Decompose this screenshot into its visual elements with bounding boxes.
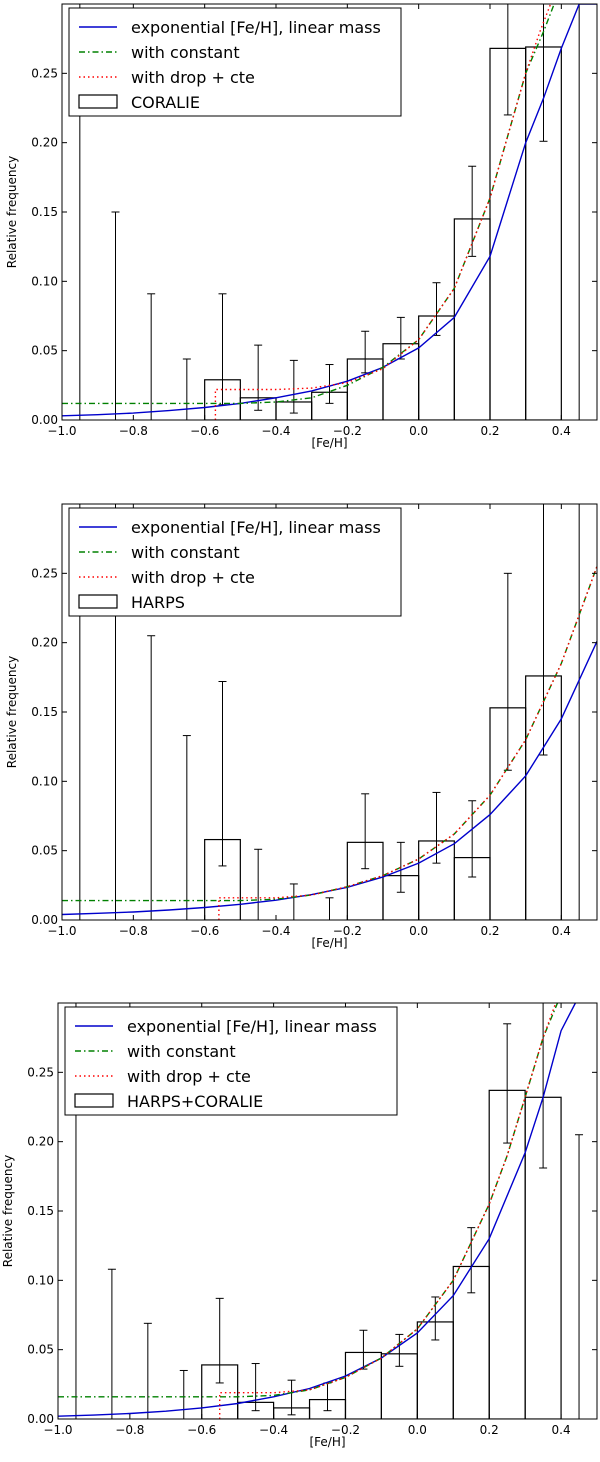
legend-label: exponential [Fe/H], linear mass [131,18,381,37]
legend-label: CORALIE [131,93,200,112]
chart-panel-2: −1.0 −0.8 −0.6 −0.4 −0.2 0.0 0.2 0.4 0.00 0.05 0.1… [5,503,598,950]
legend-label: exponential [Fe/H], linear mass [131,518,381,537]
x-tick-label: −0.2 [331,1423,360,1437]
x-tick-label: −0.4 [261,924,290,938]
chart-panel-1: −1.0 −0.8 −0.6 −0.4 −0.2 0.0 0.2 0.4 0.00 0.05 0.1… [5,3,598,450]
y-tick-label: 0.20 [27,1135,54,1149]
x-tick-label: −1.0 [43,1423,72,1437]
model-curve-1 [62,4,597,417]
legend-label: with constant [131,43,240,62]
model-curve-2 [62,566,597,902]
x-tick-label: 0.2 [480,924,499,938]
plot-area [62,504,597,920]
y-tick-label: 0.05 [27,1343,54,1357]
legend-label: with drop + cte [131,68,255,87]
y-tick-label: 0.25 [27,1065,54,1079]
legend-label: with drop + cte [131,568,255,587]
x-tick-label: −0.2 [333,424,362,438]
y-tick-label: 0.10 [31,274,58,288]
x-axis-label: [Fe/H] [309,1435,345,1449]
y-tick-label: 0.25 [31,566,58,580]
chart-panel-3: −1.0 −0.8 −0.6 −0.4 −0.2 0.0 0.2 0.4 0.00 0.05 0.1… [1,1002,598,1449]
y-axis-label: Relative frequency [5,656,19,768]
x-tick-label: 0.4 [552,924,571,938]
y-tick-label: 0.00 [31,913,58,927]
legend-label: HARPS+CORALIE [127,1092,263,1111]
x-tick-label: −0.8 [119,424,148,438]
x-tick-label: 0.0 [409,424,428,438]
model-curve-3 [214,4,552,420]
legend-label: with constant [127,1042,236,1061]
y-tick-label: 0.10 [31,774,58,788]
y-tick-label: 0.15 [31,705,58,719]
x-tick-label: −1.0 [47,424,76,438]
x-tick-label: 0.4 [552,1423,571,1437]
x-tick-label: −0.4 [259,1423,288,1437]
y-tick-label: 0.25 [31,66,58,80]
legend-label: exponential [Fe/H], linear mass [127,1017,377,1036]
x-tick-label: −1.0 [47,924,76,938]
model-curve-2 [62,4,555,405]
legend-box [68,507,402,617]
x-tick-label: 0.0 [409,924,428,938]
y-axis-label: Relative frequency [1,1155,15,1267]
model-curve-1 [62,641,597,916]
y-tick-label: 0.20 [31,636,58,650]
x-axis-label: [Fe/H] [311,436,347,450]
x-tick-label: 0.4 [552,424,571,438]
model-curve-1 [58,1003,577,1417]
legend-swatch [78,594,118,609]
y-tick-label: 0.10 [27,1273,54,1287]
y-tick-label: 0.05 [31,844,58,858]
legend: exponential [Fe/H], linear mass with cons… [68,7,402,117]
y-tick-label: 0.00 [27,1412,54,1426]
legend: exponential [Fe/H], linear mass with cons… [64,1006,398,1116]
legend-label: with constant [131,543,240,562]
y-tick-label: 0.05 [31,344,58,358]
legend: exponential [Fe/H], linear mass with cons… [68,507,402,617]
legend-swatch [78,94,118,109]
y-axis-label: Relative frequency [5,156,19,268]
x-tick-label: −0.8 [115,1423,144,1437]
x-tick-label: −0.6 [187,1423,216,1437]
x-tick-label: −0.6 [190,424,219,438]
x-tick-label: 0.2 [480,1423,499,1437]
model-curve-2 [58,1003,559,1398]
y-tick-label: 0.20 [31,136,58,150]
legend-swatch [74,1093,114,1108]
x-axis-label: [Fe/H] [311,936,347,950]
y-tick-label: 0.00 [31,413,58,427]
x-tick-label: −0.8 [119,924,148,938]
x-tick-label: −0.6 [190,924,219,938]
legend-label: HARPS [131,593,185,612]
x-tick-label: −0.2 [333,924,362,938]
x-tick-label: 0.0 [408,1423,427,1437]
x-tick-label: 0.2 [480,424,499,438]
legend-label: with drop + cte [127,1067,251,1086]
y-tick-label: 0.15 [31,205,58,219]
x-tick-label: −0.4 [261,424,290,438]
y-tick-label: 0.15 [27,1204,54,1218]
legend-box [64,1006,398,1116]
legend-box [68,7,402,117]
